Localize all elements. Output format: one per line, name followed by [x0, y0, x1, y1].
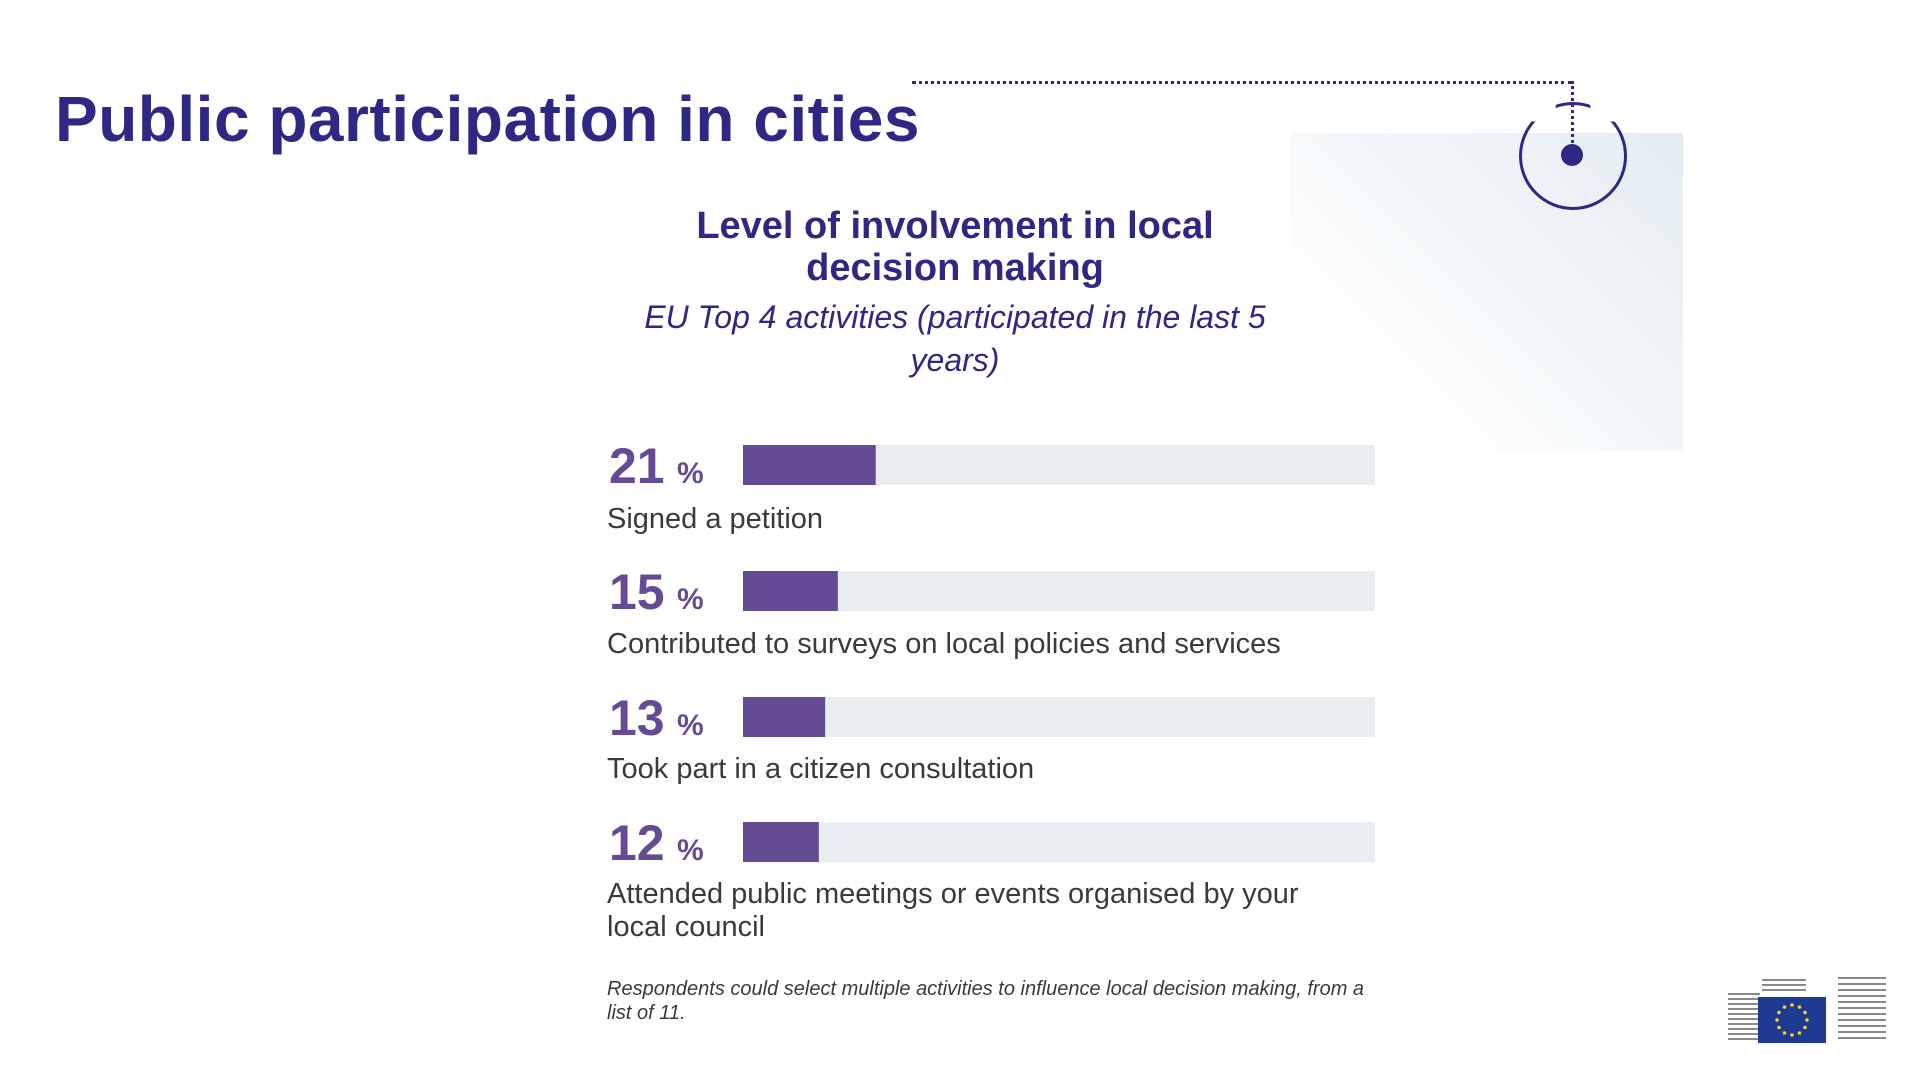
bar-track — [743, 822, 1375, 862]
bar — [743, 697, 826, 737]
eu-star-icon — [1803, 1010, 1807, 1015]
eu-star-icon — [1782, 1031, 1787, 1035]
bar — [743, 445, 876, 485]
eu-star-icon — [1797, 1005, 1802, 1009]
bar-value-label: 13 — [609, 690, 665, 746]
european-commission-logo — [1728, 977, 1886, 1043]
eu-star-icon — [1790, 1033, 1794, 1037]
bar-value-unit: % — [677, 834, 704, 867]
bar-value-label: 15 — [609, 564, 665, 620]
eu-star-icon — [1805, 1018, 1809, 1022]
bar-value-unit: % — [677, 709, 704, 742]
bar — [743, 571, 838, 611]
page-title: Public participation in cities — [55, 83, 920, 155]
bar-value-unit: % — [677, 457, 704, 490]
bar — [743, 822, 819, 862]
chart-subtitle: EU Top 4 activities (participated in the… — [644, 299, 1266, 378]
bar-value-unit: % — [677, 583, 704, 616]
bar-label-citizen-consultation: Took part in a citizen consultation — [607, 753, 1035, 785]
bar-label-public-meetings: Attended public meetings or events organ… — [607, 878, 1299, 943]
eu-star-icon — [1775, 1018, 1779, 1022]
bar-value-label: 12 — [609, 815, 665, 871]
eu-star-icon — [1790, 1003, 1794, 1007]
bar-track — [743, 697, 1375, 737]
bar-track — [743, 571, 1375, 611]
chart-note: Respondents could select multiple activi… — [607, 978, 1365, 1024]
eu-star-icon — [1803, 1025, 1807, 1030]
eu-star-icon — [1782, 1005, 1787, 1009]
eu-star-icon — [1777, 1010, 1781, 1015]
dotted-connector-line — [912, 81, 1572, 84]
target-icon — [1519, 102, 1627, 210]
bar-label-signed-petition: Signed a petition — [607, 503, 824, 535]
eu-star-icon — [1777, 1025, 1781, 1030]
bar-label-surveys: Contributed to surveys on local policies… — [607, 628, 1281, 660]
eu-star-icon — [1797, 1031, 1802, 1035]
chart-title: Level of involvement in local decision m… — [696, 205, 1214, 289]
bar-value-label: 21 — [609, 438, 665, 494]
target-dot-icon — [1561, 144, 1583, 166]
